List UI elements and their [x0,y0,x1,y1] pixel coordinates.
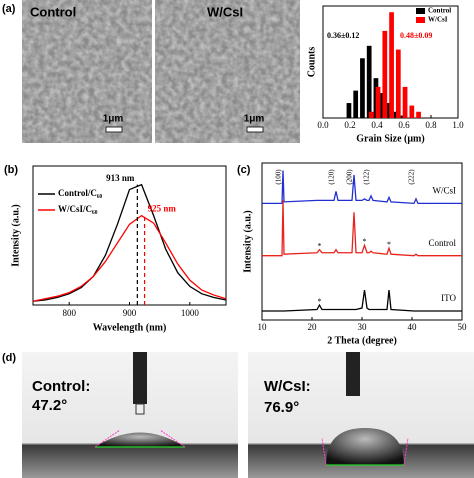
annotation: 0.36±0.12 [327,31,359,40]
x-tick-label: 10 [258,322,268,332]
scale-bar-label: 1μm [244,114,265,125]
line [262,200,462,257]
x-tick-label: 0.0 [317,120,329,130]
angle-value: 76.9° [264,399,299,416]
bar [353,90,359,118]
chart: 800 900 1000 Wavelength (nm) Intensity (a.u.… [10,165,227,333]
sem-image: Control 1μm [22,0,152,143]
annotation: 913 nm [106,173,135,183]
image-label: W/CsI [207,4,243,19]
y-axis-label: Intensity (a.u.) [242,210,253,273]
bar [409,105,415,118]
line [262,170,462,205]
x-tick-label: 0.6 [398,120,410,130]
bar [382,30,388,119]
marker: * [387,240,391,249]
sem-image: W/CsI 1μm [155,0,300,143]
scale-bar-label: 1μm [103,114,124,125]
marker: * [318,297,322,306]
series-label: W/CsI [433,185,457,195]
panel-label: (b) [4,164,18,176]
peak-label: (122) [363,169,371,185]
x-tick-label: 40 [408,322,418,332]
sample-label: Control: [32,378,90,395]
peak-label: (100) [275,169,283,185]
bar [395,49,401,118]
peak-label: (120) [328,169,336,185]
x-tick-label: 0.4 [371,120,383,130]
legend-swatch [416,8,425,14]
bar [366,45,372,119]
chart: 10 20 30 40 50 2 Theta (degree) Intensity (a.u… [242,162,468,346]
legend-label: W/CsI/C₆₀ [58,204,98,214]
x-tick-label: 50 [458,322,468,332]
legend-label: W/CsI [428,16,448,24]
x-tick-label: 30 [358,322,368,332]
y-axis-label: Counts [306,47,317,78]
panel-label: (d) [2,352,16,364]
bar [389,12,394,119]
bar [402,86,408,118]
x-tick-label: 900 [123,308,137,318]
sample-label: W/CsI: [264,378,311,395]
x-tick-label: 1.0 [452,120,464,130]
marker: * [318,242,322,251]
chart: 0.0 0.2 0.4 0.6 0.8 1.0 Grain Size (μm) Counts 0… [306,5,464,144]
peak-label: (200) [346,169,354,185]
y-axis-label: Intensity (a.u.) [10,204,21,267]
annotation: 0.48±0.09 [400,31,432,40]
contact-angle-photo: Control: 47.2° [22,352,238,478]
angle-value: 47.2° [32,397,67,414]
x-tick-label: 20 [308,322,318,332]
x-axis-label: Grain Size (μm) [356,133,424,144]
legend-label: Control [428,7,451,15]
image-label: Control [30,4,76,19]
annotation: 925 nm [148,204,177,214]
marker: * [363,237,367,246]
bar [360,58,365,118]
series-label: ITO [441,293,456,303]
x-axis-label: 2 Theta (degree) [327,335,397,346]
x-tick-label: 0.8 [425,120,437,130]
x-tick-label: 0.2 [344,120,355,130]
panel-label: (c) [237,164,251,176]
bar [416,111,421,118]
line [32,183,227,302]
line [262,290,462,312]
x-axis-label: Wavelength (nm) [93,322,167,333]
peak-label: (222) [408,169,416,185]
contact-angle-photo: W/CsI: 76.9° [248,352,474,478]
plot-frame [32,165,227,306]
legend-swatch [416,17,425,23]
bar [375,86,381,118]
legend-label: Control/C₆₀ [58,188,103,198]
panel-label: (a) [2,3,16,15]
line [32,214,227,302]
bar [368,111,374,118]
series-label: Control [428,238,456,248]
x-tick-label: 1000 [181,308,200,318]
x-tick-label: 800 [62,308,76,318]
bar [346,103,352,118]
